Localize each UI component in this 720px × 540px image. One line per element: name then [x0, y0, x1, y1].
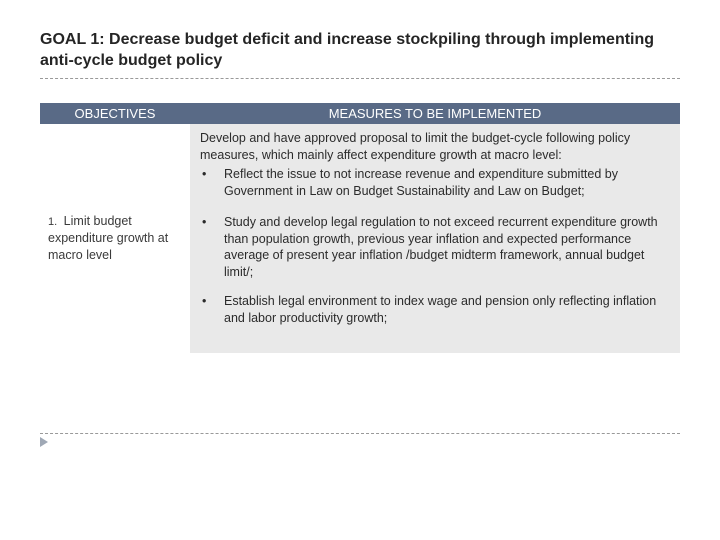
divider-bottom — [40, 433, 680, 434]
measures-list: • Reflect the issue to not increase reve… — [200, 166, 670, 327]
objective-number: 1. — [48, 216, 57, 228]
objective-text: Limit budget expenditure growth at macro… — [48, 214, 168, 262]
slide-arrow-icon — [40, 437, 48, 447]
page-title: GOAL 1: Decrease budget deficit and incr… — [40, 30, 680, 72]
measure-text: Study and develop legal regulation to no… — [218, 214, 670, 282]
bullet-icon: • — [200, 214, 218, 282]
measure-text: Reflect the issue to not increase revenu… — [218, 166, 670, 200]
bullet-icon: • — [200, 166, 218, 200]
header-objectives: OBJECTIVES — [40, 103, 190, 125]
measure-text: Establish legal environment to index wag… — [218, 293, 670, 327]
divider-top — [40, 78, 680, 79]
header-measures: MEASURES TO BE IMPLEMENTED — [190, 103, 680, 125]
list-item: • Study and develop legal regulation to … — [200, 214, 670, 282]
measures-intro: Develop and have approved proposal to li… — [200, 130, 670, 164]
content-table: OBJECTIVES MEASURES TO BE IMPLEMENTED 1.… — [40, 103, 680, 353]
list-item: • Reflect the issue to not increase reve… — [200, 166, 670, 200]
measures-cell: Develop and have approved proposal to li… — [190, 124, 680, 353]
bullet-icon: • — [200, 293, 218, 327]
list-item: • Establish legal environment to index w… — [200, 293, 670, 327]
objective-cell: 1. Limit budget expenditure growth at ma… — [40, 124, 190, 353]
